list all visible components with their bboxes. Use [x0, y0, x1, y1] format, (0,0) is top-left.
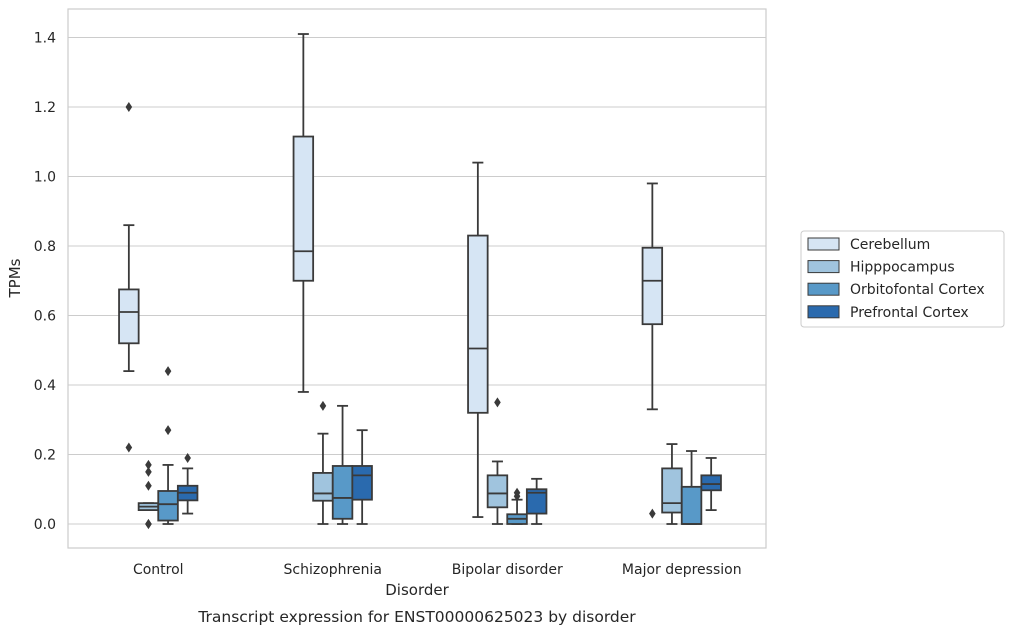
y-tick-label: 1.4 — [34, 31, 56, 47]
box-cerebellum — [118, 102, 140, 453]
plot-frame — [67, 8, 767, 549]
x-tick-labels: Control Schizophrenia Bipolar disorder Majo… — [133, 562, 742, 578]
x-tick-label: Major depression — [622, 562, 742, 578]
legend-label: Hipppocampus — [850, 260, 955, 276]
x-tick-label: Schizophrenia — [284, 562, 382, 578]
box-cerebellum — [292, 33, 315, 393]
box-iqr — [351, 465, 373, 501]
box-hipppocampus — [486, 397, 509, 525]
outlier-point — [184, 452, 191, 463]
box-iqr — [661, 467, 683, 514]
outlier-point — [145, 466, 152, 477]
legend-frame — [800, 230, 1005, 328]
outlier-point — [494, 397, 501, 408]
gridlines — [68, 37, 766, 525]
outlier-point — [145, 459, 152, 470]
legend-swatch — [807, 282, 840, 296]
legend-swatch — [807, 305, 840, 319]
box-iqr — [641, 246, 664, 326]
y-tick-label: 0.8 — [34, 239, 56, 255]
y-tick-label: 0.6 — [34, 309, 56, 325]
legend-swatch — [807, 260, 840, 274]
y-axis-label: TPMs — [6, 258, 24, 298]
box-orbitofontal-cortex — [680, 450, 703, 525]
x-tick-label: Bipolar disorder — [452, 562, 563, 578]
box-iqr — [118, 288, 140, 345]
outlier-point — [164, 425, 172, 436]
legend-label: Prefrontal Cortex — [850, 305, 969, 321]
box-iqr — [700, 474, 722, 492]
outlier-point — [319, 400, 327, 411]
y-tick-label: 0.0 — [34, 517, 56, 533]
legend-label: Orbitofontal Cortex — [850, 282, 985, 298]
box-iqr — [525, 488, 548, 515]
outlier-point — [125, 102, 133, 112]
legend-label: Cerebellum — [850, 237, 930, 253]
box-cerebellum — [641, 182, 664, 519]
outlier-point — [145, 480, 152, 491]
box-series — [118, 33, 722, 529]
x-axis-label: Disorder — [385, 581, 449, 599]
box-cerebellum — [467, 161, 489, 518]
legend: Cerebellum Hipppocampus Orbitofontal Corte… — [800, 230, 1005, 328]
legend-swatch — [807, 237, 840, 251]
box-orbitofontal-cortex — [157, 366, 179, 525]
box-hipppocampus — [312, 400, 334, 525]
box-orbitofontal-cortex — [331, 404, 354, 525]
box-prefrontal-cortex — [176, 452, 199, 515]
outlier-point — [649, 508, 656, 519]
y-tick-labels: 0.0 0.2 0.4 0.6 0.8 1.0 1.2 1.4 — [34, 31, 56, 534]
outlier-point — [145, 519, 152, 529]
box-prefrontal-cortex — [700, 457, 722, 512]
box-prefrontal-cortex — [351, 429, 373, 525]
box-iqr — [467, 234, 489, 414]
outlier-point — [513, 491, 521, 502]
outlier-point — [164, 366, 172, 377]
y-tick-label: 0.4 — [34, 378, 56, 394]
y-tick-label: 1.2 — [34, 100, 56, 116]
box-iqr — [312, 472, 334, 502]
box-prefrontal-cortex — [525, 477, 548, 525]
box-iqr — [680, 485, 703, 525]
box-iqr — [157, 490, 179, 522]
box-iqr — [486, 474, 509, 509]
box-orbitofontal-cortex — [506, 487, 528, 525]
box-iqr — [292, 135, 315, 282]
y-tick-label: 0.2 — [34, 448, 56, 464]
outlier-point — [125, 442, 133, 453]
y-tick-label: 1.0 — [34, 170, 56, 186]
chart-title: Transcript expression for ENST0000062502… — [197, 608, 636, 626]
box-iqr — [331, 465, 354, 520]
x-tick-label: Control — [133, 562, 184, 578]
